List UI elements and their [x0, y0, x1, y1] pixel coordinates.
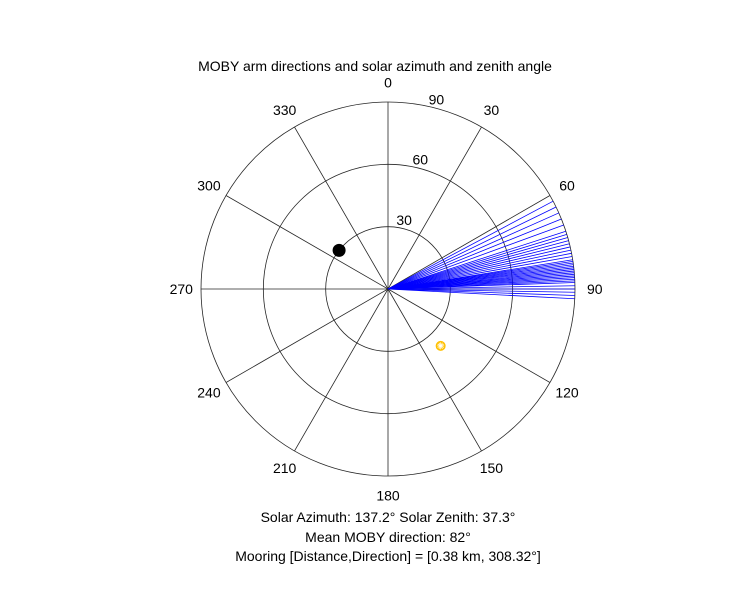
- arm-line-11: [387, 249, 571, 290]
- theta-label-330: 330: [273, 102, 297, 118]
- spoke-240: [225, 288, 389, 383]
- chart-title: MOBY arm directions and solar azimuth an…: [198, 58, 552, 74]
- arm-line-33: [387, 288, 575, 300]
- arm-line-6: [387, 233, 567, 290]
- arm-line-9: [387, 243, 570, 290]
- theta-label-90: 90: [587, 281, 603, 297]
- tick-labels: 0 30 60 90 120 150 180 210 240 270 300 330 30 60 90: [170, 74, 603, 503]
- arm-line-8: [387, 240, 569, 290]
- spoke-120: [387, 288, 551, 383]
- theta-label-150: 150: [480, 460, 504, 476]
- mooring-marker: [332, 243, 346, 257]
- theta-label-240: 240: [197, 384, 221, 400]
- polar-grid: [200, 101, 576, 477]
- arm-line-29: [387, 285, 575, 290]
- radial-label-30: 30: [396, 212, 412, 228]
- arm-line-28: [387, 282, 575, 290]
- theta-label-300: 300: [197, 178, 221, 194]
- theta-label-30: 30: [484, 102, 500, 118]
- spoke-210: [294, 288, 389, 452]
- theta-label-270: 270: [170, 281, 194, 297]
- theta-label-180: 180: [376, 488, 400, 504]
- theta-label-120: 120: [555, 384, 579, 400]
- arm-line-13: [387, 256, 573, 290]
- mean-direction-caption: Mean MOBY direction: 82°: [305, 529, 471, 545]
- arm-line-5: [387, 230, 566, 290]
- spoke-150: [387, 288, 482, 452]
- arm-line-2: [387, 212, 559, 290]
- theta-label-0: 0: [384, 74, 392, 90]
- sun-marker-ray-5: [437, 343, 444, 348]
- moby-arm-lines: [387, 200, 575, 300]
- arm-line-0: [387, 200, 554, 290]
- arm-line-3: [387, 218, 562, 290]
- mooring-caption: Mooring [Distance,Direction] = [0.38 km,…: [235, 548, 541, 564]
- spoke-60: [387, 195, 551, 290]
- spoke-30: [387, 126, 482, 290]
- markers: [332, 243, 446, 351]
- arm-line-31: [387, 288, 575, 293]
- theta-label-210: 210: [273, 460, 297, 476]
- arm-line-7: [387, 237, 568, 290]
- spoke-300: [225, 195, 389, 290]
- arm-line-4: [387, 224, 564, 290]
- solar-caption: Solar Azimuth: 137.2° Solar Zenith: 37.3…: [260, 509, 516, 525]
- spoke-330: [294, 126, 389, 290]
- radial-label-90: 90: [429, 91, 445, 107]
- radial-label-60: 60: [412, 152, 428, 168]
- theta-label-60: 60: [559, 178, 575, 194]
- arm-line-10: [387, 246, 571, 290]
- arm-line-1: [387, 206, 557, 290]
- arm-line-12: [387, 252, 572, 290]
- arm-line-32: [387, 288, 575, 296]
